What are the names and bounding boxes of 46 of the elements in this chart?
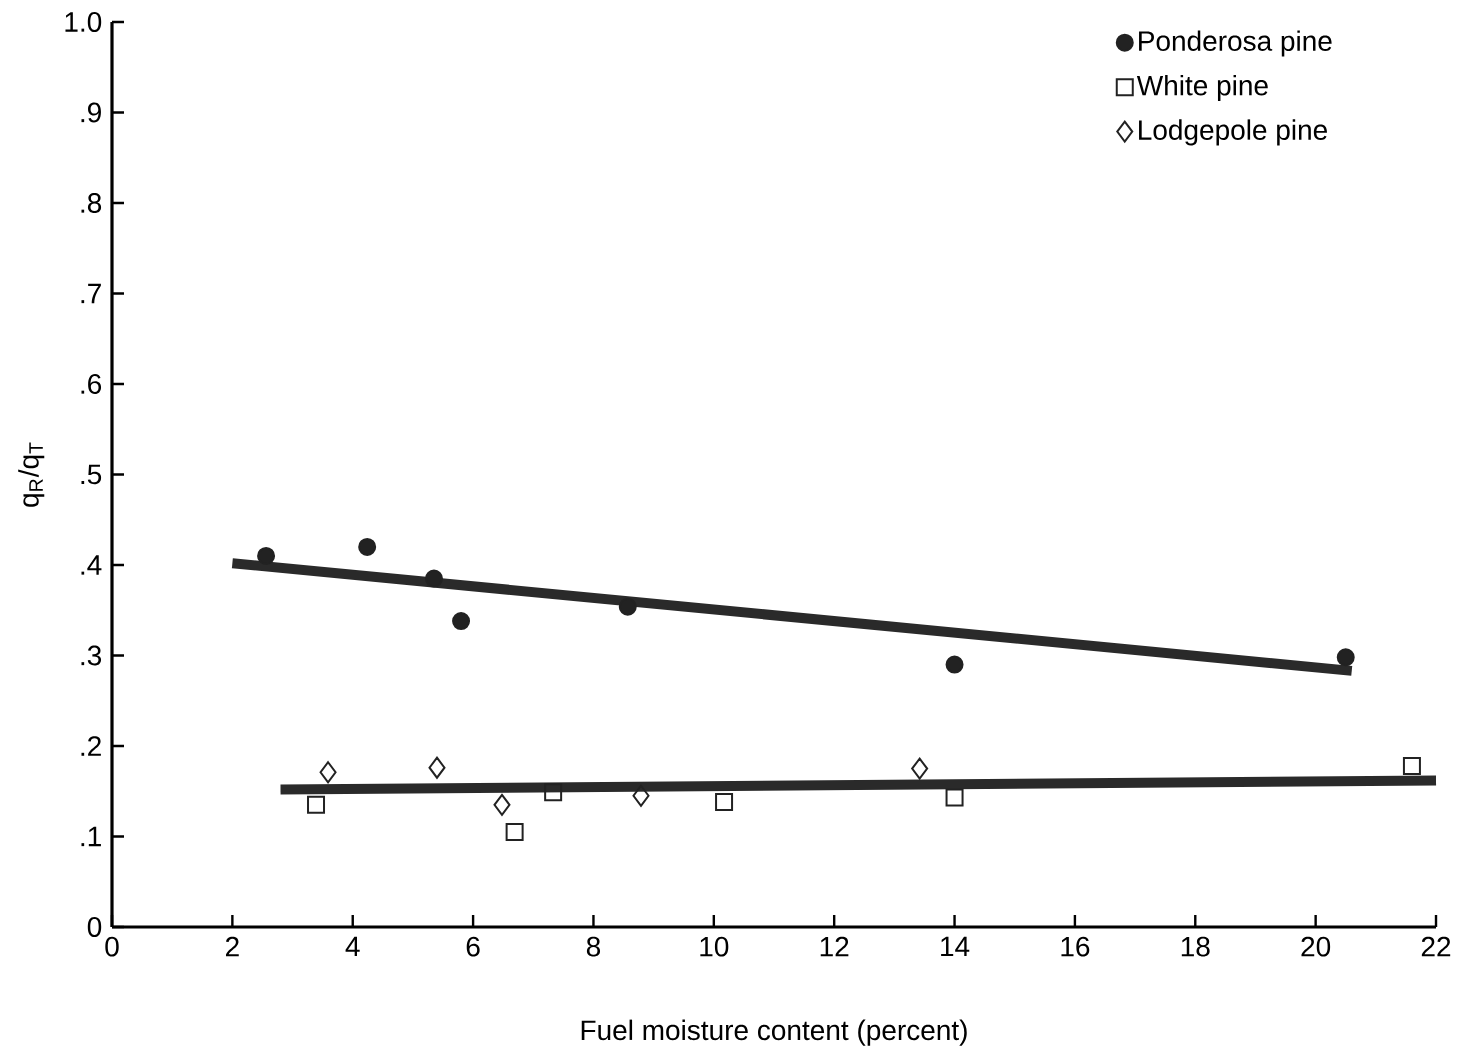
x-tick-label: 22	[1421, 936, 1451, 957]
point	[945, 788, 964, 807]
point	[452, 612, 471, 631]
legend-label: White pine	[1136, 74, 1268, 101]
x-tick-label: 16	[1061, 936, 1090, 957]
y-tick-label: .8	[81, 193, 102, 213]
x-tick-label: 12	[820, 936, 849, 957]
x-tick-label: 4	[345, 936, 360, 956]
x-tick-label: 20	[1301, 936, 1331, 957]
x-tick-label: 18	[1181, 936, 1210, 957]
x-tick-label: 0	[105, 936, 119, 957]
legend-label: Lodgepole pine	[1139, 119, 1327, 146]
y-tick-label: .4	[81, 555, 102, 575]
y-tick-label: .9	[81, 102, 101, 123]
x-tick-label: 10	[700, 936, 729, 957]
x-tick-label: 2	[225, 936, 239, 957]
point	[618, 597, 637, 616]
point	[715, 793, 734, 812]
point	[424, 569, 443, 588]
y-tick-label: .6	[81, 374, 102, 394]
point	[632, 784, 650, 807]
point	[1336, 648, 1355, 667]
x-tick-label: 8	[586, 936, 601, 957]
point	[505, 822, 524, 841]
x-tick-label: 6	[466, 936, 480, 957]
point	[358, 537, 377, 556]
y-tick-label: 0	[87, 917, 102, 937]
y-tick-label: .5	[81, 464, 102, 485]
point	[911, 757, 929, 780]
point	[544, 783, 563, 802]
point	[945, 655, 964, 674]
y-axis-title: q$_{R}$/q$_{T}$	[18, 442, 45, 507]
point	[428, 756, 446, 779]
point	[319, 761, 337, 784]
y-tick-label: .3	[81, 645, 102, 666]
x-tick-label: 14	[941, 936, 970, 956]
y-tick-label: .2	[81, 736, 101, 756]
y-tick-label: 1.0	[65, 12, 102, 32]
point	[307, 795, 326, 814]
y-tick-label: .1	[81, 826, 101, 847]
point	[493, 793, 511, 816]
y-tick-label: .7	[81, 283, 101, 304]
legend-label: Ponderosa pine	[1139, 30, 1332, 57]
point	[257, 546, 276, 565]
point	[1402, 756, 1421, 775]
x-axis-title: Fuel moisture content (percent)	[581, 1019, 967, 1046]
